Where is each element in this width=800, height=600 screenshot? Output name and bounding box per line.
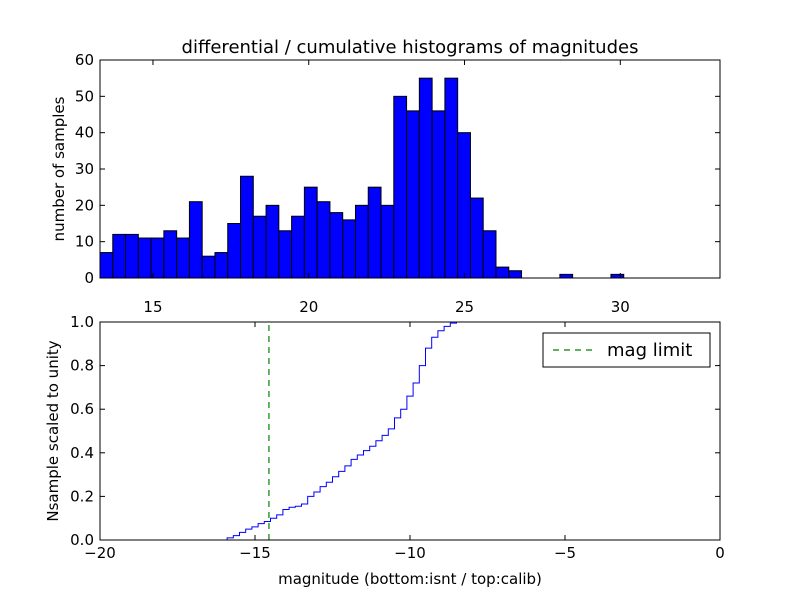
histogram-bar <box>380 204 395 279</box>
top-y-tick-label: 60 <box>75 51 94 69</box>
histogram-bar <box>265 204 280 279</box>
histogram-bar <box>367 186 382 279</box>
histogram-bar <box>176 237 190 279</box>
histogram-bar <box>125 233 139 279</box>
histogram-bar <box>240 175 254 279</box>
histogram-bar <box>329 212 344 279</box>
cumulative-lines <box>100 321 721 541</box>
top-axis-ticks: 15 20 25 30 0 10 20 30 40 50 60 <box>75 51 720 316</box>
top-y-tick-label: 30 <box>75 160 94 178</box>
histogram-bar <box>252 215 267 279</box>
histogram-bars <box>99 77 625 279</box>
histogram-bar <box>482 230 497 279</box>
top-y-tick-label: 20 <box>75 196 94 214</box>
histogram-bar <box>393 95 408 279</box>
top-y-tick-label: 0 <box>84 269 94 287</box>
histogram-bar <box>150 237 165 279</box>
histogram-bar <box>559 273 574 279</box>
histogram-bar <box>291 215 305 279</box>
top-y-tick-label: 40 <box>75 124 94 142</box>
histogram-bar <box>342 219 356 279</box>
bottom-x-tick-label: −15 <box>239 544 271 562</box>
bottom-x-axis-label: magnitude (bottom:isnt / top:calib) <box>278 570 542 588</box>
cumulative-panel: Nsample scaled to unity magnitude (botto… <box>44 313 725 588</box>
histogram-bar <box>610 273 625 279</box>
histogram-bar <box>278 230 293 279</box>
histogram-bar <box>303 186 318 279</box>
histogram-panel: differential / cumulative histograms of … <box>50 37 721 316</box>
top-x-tick-label: 30 <box>611 298 630 316</box>
top-y-tick-label: 10 <box>75 233 94 251</box>
histogram-bar <box>406 110 420 279</box>
histogram-bar <box>418 77 433 279</box>
histogram-bar <box>163 230 178 279</box>
histogram-bar <box>508 270 523 279</box>
histogram-bar <box>469 197 484 279</box>
bottom-y-tick-label: 0.0 <box>70 531 94 549</box>
histogram-bar <box>137 237 152 279</box>
histogram-bar <box>188 201 203 279</box>
histogram-bar <box>431 110 446 279</box>
bottom-x-tick-label: −10 <box>394 544 426 562</box>
cumulative-step-line <box>100 321 721 541</box>
bottom-y-tick-label: 1.0 <box>70 313 94 331</box>
bottom-y-tick-label: 0.4 <box>70 444 94 462</box>
histogram-bar <box>112 233 127 279</box>
histogram-bar <box>214 252 229 279</box>
bottom-x-tick-label: 0 <box>715 544 725 562</box>
histogram-bar <box>457 132 471 279</box>
bottom-x-tick-label: −5 <box>554 544 576 562</box>
top-x-tick-label: 15 <box>143 298 162 316</box>
histogram-bar <box>354 204 369 279</box>
histogram-bar <box>99 252 114 279</box>
bottom-axis-ticks: −20 −15 −10 −5 0 0.0 0.2 0.4 0.6 0.8 1.0 <box>70 313 725 562</box>
histogram-bar <box>201 255 216 279</box>
legend-box <box>542 332 711 368</box>
chart-title: differential / cumulative histograms of … <box>182 37 639 58</box>
legend-label-mag-limit: mag limit <box>607 340 692 361</box>
bottom-y-tick-label: 0.2 <box>70 487 94 505</box>
bottom-y-axis-label: Nsample scaled to unity <box>44 340 62 521</box>
top-x-tick-label: 20 <box>299 298 318 316</box>
top-x-tick-label: 25 <box>455 298 474 316</box>
histogram-bar <box>495 266 510 279</box>
histogram-bar <box>227 223 242 279</box>
histogram-bar <box>316 201 331 279</box>
top-y-axis-label: number of samples <box>50 96 68 241</box>
bottom-x-tick-label: −20 <box>84 544 116 562</box>
histogram-bar <box>444 77 459 279</box>
bottom-y-tick-label: 0.8 <box>70 357 94 375</box>
legend: mag limit <box>542 332 711 368</box>
bottom-y-tick-label: 0.6 <box>70 400 94 418</box>
top-y-tick-label: 50 <box>75 87 94 105</box>
